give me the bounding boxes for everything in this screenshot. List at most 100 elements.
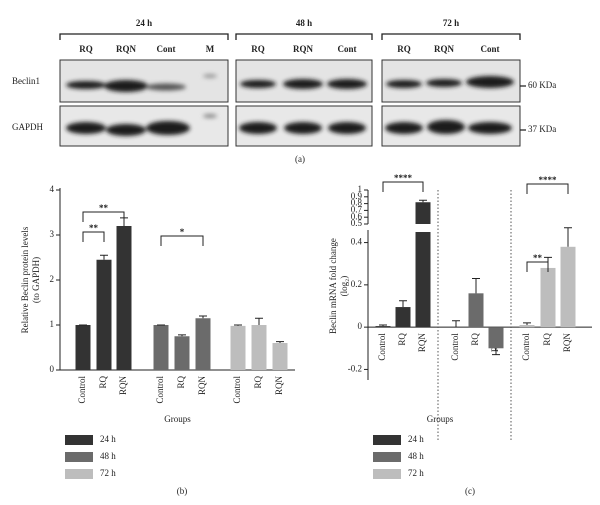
y-tick-label: 0.7 xyxy=(351,204,363,214)
sig-bracket xyxy=(526,183,569,194)
bar xyxy=(272,343,288,370)
x-tick-label: RQN xyxy=(197,376,207,396)
panel-label: (c) xyxy=(465,486,475,496)
sig-bracket xyxy=(382,181,424,192)
time-label: 24 h xyxy=(136,18,152,28)
error-bar xyxy=(100,254,108,260)
x-tick-label: RQ xyxy=(98,376,108,389)
error-bar xyxy=(492,348,500,356)
y-tick-label: 0.8 xyxy=(351,198,363,208)
x-axis-label: Groups xyxy=(164,414,191,424)
bar xyxy=(519,325,535,328)
legend-swatch xyxy=(373,452,401,462)
row-label: GAPDH xyxy=(12,122,44,132)
x-tick-label: RQN xyxy=(417,333,427,353)
x-tick-label: Control xyxy=(232,376,242,404)
legend-label: 72 h xyxy=(100,468,116,478)
bar xyxy=(195,318,211,370)
lane-label: Cont xyxy=(337,44,356,54)
lane-label: M xyxy=(206,44,215,54)
x-tick-label: Control xyxy=(155,376,165,404)
bar xyxy=(153,325,169,370)
y-tick-label: 0.4 xyxy=(351,237,363,247)
lane-label: Cont xyxy=(156,44,175,54)
lane-label: RQN xyxy=(116,44,137,54)
time-label: 48 h xyxy=(296,18,312,28)
x-tick-label: Control xyxy=(77,376,87,404)
x-tick-label: RQ xyxy=(397,333,407,346)
y-tick-label: 0.5 xyxy=(351,218,363,228)
bar xyxy=(468,293,484,328)
x-tick-label: RQ xyxy=(542,333,552,346)
x-tick-label: RQ xyxy=(470,333,480,346)
error-bar xyxy=(379,324,387,327)
bar xyxy=(560,246,576,328)
error-bar xyxy=(234,324,242,326)
legend-swatch xyxy=(373,435,401,445)
panel-label: (a) xyxy=(295,154,305,164)
legend-swatch xyxy=(65,435,93,445)
x-tick-label: Control xyxy=(521,333,531,361)
lane-label: RQN xyxy=(434,44,455,54)
legend-label: 48 h xyxy=(100,451,116,461)
error-bar xyxy=(523,322,531,326)
bar xyxy=(375,326,391,328)
sig-bracket xyxy=(82,211,125,222)
x-tick-label: Control xyxy=(450,333,460,361)
error-bar xyxy=(472,278,480,294)
bar-upper xyxy=(415,202,431,224)
x-axis-label: Groups xyxy=(427,414,454,424)
sig-label: ** xyxy=(99,203,109,213)
x-tick-label: RQ xyxy=(253,376,263,389)
sig-bracket xyxy=(82,231,105,242)
panel-label: (b) xyxy=(177,486,188,496)
legend-label: 24 h xyxy=(100,434,116,444)
y-tick-label: 0 xyxy=(50,364,55,374)
sig-label: ** xyxy=(89,223,99,233)
y-tick-label: -0.2 xyxy=(348,363,362,373)
y-axis-label: Relative Beclin protein levels xyxy=(20,226,30,333)
size-label: 60 KDa xyxy=(528,80,556,90)
y-tick-label: 0.9 xyxy=(351,191,363,201)
legend-label: 24 h xyxy=(408,434,424,444)
sig-bracket xyxy=(526,261,549,272)
bar xyxy=(230,325,246,370)
sig-label: **** xyxy=(539,175,558,185)
lane-label: Cont xyxy=(480,44,499,54)
y-tick-label: 1 xyxy=(358,184,363,194)
y-axis-label: (to GAPDH) xyxy=(31,257,41,303)
error-bar xyxy=(452,320,460,328)
y-tick-label: 3 xyxy=(50,229,55,239)
lane-label: RQ xyxy=(397,44,411,54)
legend-label: 48 h xyxy=(408,451,424,461)
bar xyxy=(251,325,267,370)
x-tick-label: RQ xyxy=(176,376,186,389)
error-bar xyxy=(276,341,284,343)
bar xyxy=(96,259,112,370)
time-label: 72 h xyxy=(443,18,459,28)
sig-label: * xyxy=(180,227,185,237)
y-tick-label: 4 xyxy=(50,184,55,194)
error-bar xyxy=(178,334,186,337)
lane-label: RQ xyxy=(79,44,93,54)
bar xyxy=(174,336,190,370)
y-tick-label: 0.6 xyxy=(351,211,363,221)
y-tick-label: 2 xyxy=(50,274,55,284)
bar xyxy=(395,307,411,328)
error-bar xyxy=(564,227,572,247)
size-label: 37 KDa xyxy=(528,124,556,134)
blot-panels xyxy=(59,33,526,147)
y-axis-label: (log₂) xyxy=(339,276,349,297)
bar xyxy=(540,267,556,328)
x-tick-label: RQN xyxy=(274,376,284,396)
y-axis-label: Beclin mRNA fold change xyxy=(328,238,338,334)
legend-label: 72 h xyxy=(408,468,424,478)
x-tick-label: Control xyxy=(377,333,387,361)
sig-label: **** xyxy=(394,173,413,183)
x-tick-label: RQN xyxy=(118,376,128,396)
lane-label: RQ xyxy=(251,44,265,54)
y-tick-label: 0 xyxy=(358,321,363,331)
row-label: Beclin1 xyxy=(12,76,40,86)
bar xyxy=(75,325,91,370)
